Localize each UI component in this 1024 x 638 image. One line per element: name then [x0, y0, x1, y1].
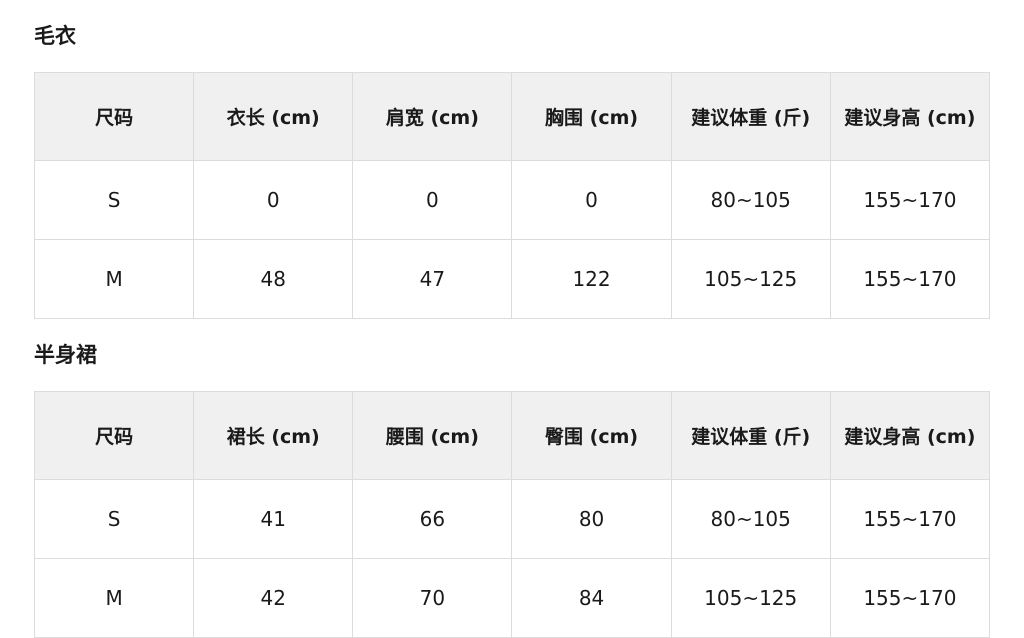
size-table: 尺码 裙长 (cm) 腰围 (cm) 臀围 (cm) 建议体重 (斤) 建议身高 (cm)…: [33, 391, 991, 638]
table-cell: 80~105: [670, 160, 831, 240]
column-header: 臀围 (cm): [511, 391, 672, 480]
table-cell: M: [33, 239, 195, 319]
column-header: 尺码: [33, 72, 195, 161]
table-cell: 0: [352, 160, 513, 240]
column-header: 肩宽 (cm): [352, 72, 513, 161]
table-cell: 41: [193, 479, 354, 559]
table-cell: M: [33, 558, 195, 638]
table-cell: 155~170: [829, 160, 991, 240]
table-row: S 41 66 80 80~105 155~170: [33, 479, 991, 559]
column-header: 建议身高 (cm): [829, 72, 991, 161]
column-header: 裙长 (cm): [193, 391, 354, 480]
table-cell: 155~170: [829, 239, 991, 319]
size-table: 尺码 衣长 (cm) 肩宽 (cm) 胸围 (cm) 建议体重 (斤) 建议身高 (cm)…: [33, 72, 991, 319]
column-header: 胸围 (cm): [511, 72, 672, 161]
table-cell: 105~125: [670, 239, 831, 319]
section-title: 毛衣: [34, 24, 76, 48]
table-cell: 47: [352, 239, 513, 319]
column-header: 腰围 (cm): [352, 391, 513, 480]
table-cell: 80~105: [670, 479, 831, 559]
column-header: 建议体重 (斤): [670, 391, 831, 480]
table-row: M 48 47 122 105~125 155~170: [33, 239, 991, 319]
table-cell: 155~170: [829, 558, 991, 638]
table-header-row: 尺码 裙长 (cm) 腰围 (cm) 臀围 (cm) 建议体重 (斤) 建议身高 (cm): [33, 391, 991, 480]
table-cell: 80: [511, 479, 672, 559]
table-cell: 48: [193, 239, 354, 319]
table-cell: 155~170: [829, 479, 991, 559]
table-cell: 66: [352, 479, 513, 559]
table-cell: 0: [511, 160, 672, 240]
table-cell: S: [33, 160, 195, 240]
table-cell: S: [33, 479, 195, 559]
table-cell: 70: [352, 558, 513, 638]
table-cell: 42: [193, 558, 354, 638]
table-cell: 105~125: [670, 558, 831, 638]
table-cell: 84: [511, 558, 672, 638]
table-row: S 0 0 0 80~105 155~170: [33, 160, 991, 240]
column-header: 衣长 (cm): [193, 72, 354, 161]
column-header: 建议身高 (cm): [829, 391, 991, 480]
table-header-row: 尺码 衣长 (cm) 肩宽 (cm) 胸围 (cm) 建议体重 (斤) 建议身高 (cm): [33, 72, 991, 161]
table-row: M 42 70 84 105~125 155~170: [33, 558, 991, 638]
section-title: 半身裙: [34, 343, 97, 367]
column-header: 建议体重 (斤): [670, 72, 831, 161]
column-header: 尺码: [33, 391, 195, 480]
table-cell: 0: [193, 160, 354, 240]
table-cell: 122: [511, 239, 672, 319]
